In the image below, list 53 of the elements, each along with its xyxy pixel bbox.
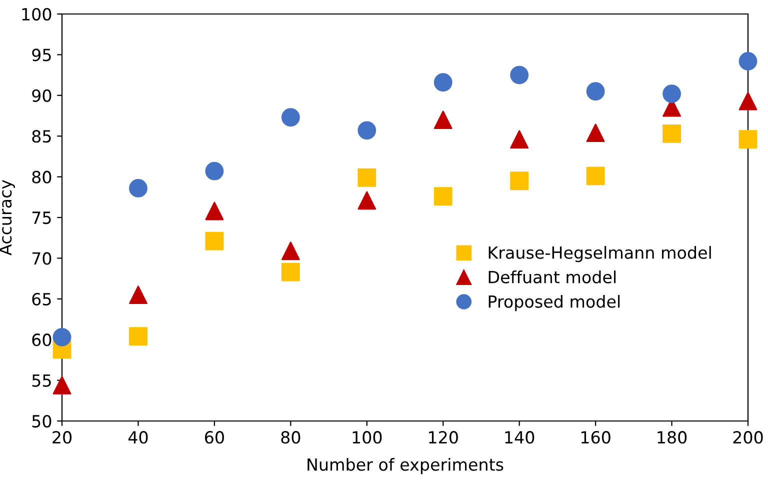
y-tick-label: 50 xyxy=(32,414,52,428)
point xyxy=(281,262,300,282)
point xyxy=(129,327,148,346)
point xyxy=(434,187,452,206)
x-tick-label: 180 xyxy=(658,431,687,444)
x-tick-label: 80 xyxy=(281,431,300,444)
point xyxy=(586,82,605,101)
point xyxy=(129,286,148,304)
point xyxy=(434,110,452,130)
x-tick-label: 40 xyxy=(128,431,148,444)
point xyxy=(205,162,224,180)
point xyxy=(738,92,758,110)
point xyxy=(510,172,529,190)
point xyxy=(586,166,605,186)
point xyxy=(738,52,758,70)
point xyxy=(510,66,529,84)
y-tick-label: 60 xyxy=(32,334,52,346)
y-tick-label: 55 xyxy=(32,374,51,387)
point xyxy=(129,178,148,198)
point xyxy=(586,124,605,142)
point xyxy=(510,130,529,149)
point xyxy=(662,84,681,103)
x-tick-label: 60 xyxy=(205,431,224,444)
point xyxy=(52,328,72,346)
x-tick-label: 20 xyxy=(52,431,72,444)
legend-label: Proposed model xyxy=(488,294,620,312)
legend-label: Krause-Hegselmann model xyxy=(488,246,711,262)
point xyxy=(358,168,376,187)
point xyxy=(205,232,224,250)
x-axis-title: Number of experiments xyxy=(308,458,504,474)
point xyxy=(358,191,376,210)
y-tick-label: 75 xyxy=(32,212,51,224)
y-tick-label: 80 xyxy=(32,170,52,184)
y-tick-label: 70 xyxy=(32,252,52,265)
x-tick-label: 120 xyxy=(429,431,458,444)
point xyxy=(434,73,452,92)
y-tick-label: 100 xyxy=(22,8,52,21)
x-tick-label: 200 xyxy=(733,431,763,444)
y-tick-label: 85 xyxy=(32,130,51,143)
point xyxy=(738,130,758,149)
x-tick-label: 100 xyxy=(352,431,382,444)
x-tick-label: 160 xyxy=(581,431,610,444)
x-tick-label: 140 xyxy=(505,431,534,444)
y-tick-label: 90 xyxy=(32,89,52,102)
legend-label: Deffuant model xyxy=(488,270,616,284)
y-tick-label: 65 xyxy=(32,292,51,306)
point xyxy=(662,124,681,143)
point xyxy=(52,376,72,394)
point xyxy=(281,242,300,260)
point xyxy=(281,108,300,127)
y-tick-label: 95 xyxy=(32,48,51,62)
point xyxy=(205,202,224,220)
point xyxy=(358,121,376,140)
